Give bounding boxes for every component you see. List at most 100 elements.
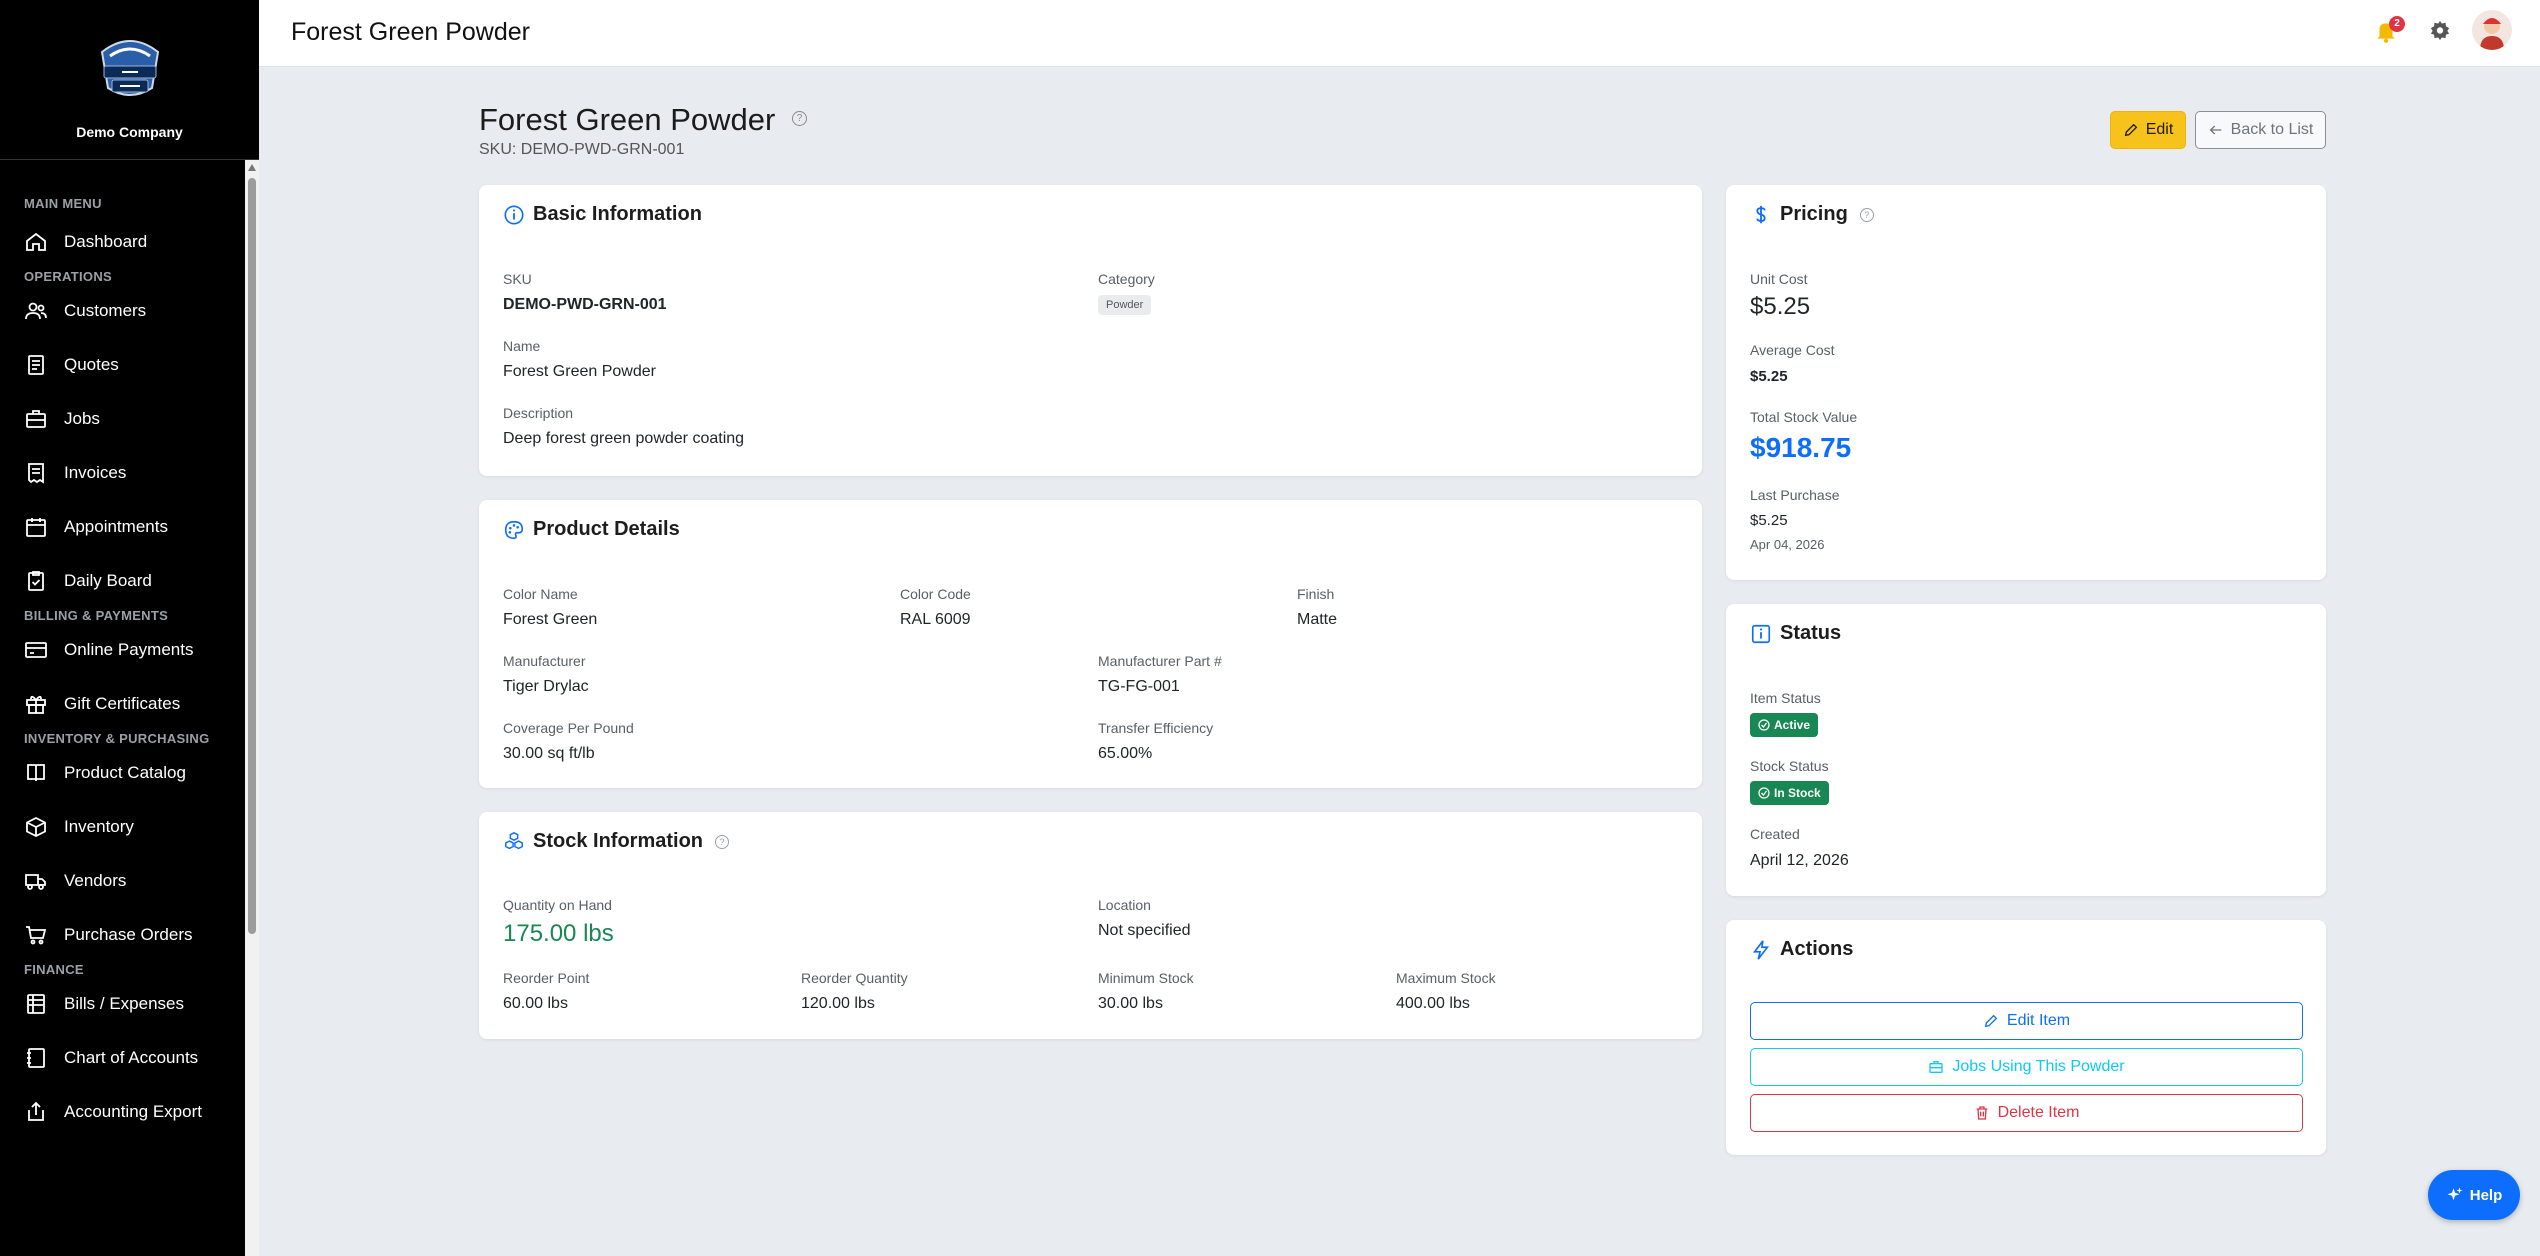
sidebar-item-label: Online Payments: [64, 640, 194, 659]
pencil-icon: [1984, 1014, 1998, 1028]
sidebar-item-jobs[interactable]: Jobs: [0, 392, 243, 446]
help-icon[interactable]: ?: [1859, 207, 1874, 222]
ledger-icon: [27, 994, 45, 1014]
pencil-icon: [2124, 123, 2137, 137]
briefcase-icon: [26, 410, 46, 428]
sidebar: Demo Company MAIN MENU Dashboard OPERATI…: [0, 0, 259, 1256]
sidebar-item-label: Bills / Expenses: [64, 994, 184, 1013]
sidebar-item-appointments[interactable]: Appointments: [0, 500, 243, 554]
sidebar-item-label: Chart of Accounts: [64, 1048, 199, 1067]
sidebar-item-label: Jobs: [64, 409, 100, 428]
sidebar-item-label: Accounting Export: [64, 1102, 202, 1121]
lightning-icon: [1752, 939, 1770, 960]
receipt-icon: [28, 463, 44, 484]
sidebar-item-product-catalog[interactable]: Product Catalog: [0, 746, 243, 800]
company-logo[interactable]: [82, 22, 178, 118]
check-circle-icon: [1758, 719, 1770, 731]
card-title: Stock Information: [533, 830, 704, 852]
book-icon: [27, 764, 45, 782]
minimum-stock-value: 30.00 lbs: [1098, 995, 1163, 1012]
box-icon: [26, 816, 46, 838]
header-title: Forest Green Powder: [291, 18, 530, 46]
document-icon: [28, 355, 44, 375]
briefcase-icon: [1929, 1061, 1944, 1073]
item-status-badge: Active: [1750, 713, 1819, 737]
help-icon[interactable]: ?: [792, 111, 807, 126]
palette-icon: [504, 520, 524, 539]
top-bar: Forest Green Powder 2: [259, 0, 2540, 67]
reorder-quantity-value: 120.00 lbs: [801, 995, 875, 1012]
sidebar-item-gift-certificates[interactable]: Gift Certificates: [0, 677, 243, 731]
journal-icon: [27, 1048, 45, 1068]
nav-section-inventory: INVENTORY & PURCHASING: [24, 731, 210, 746]
sidebar-item-customers[interactable]: Customers: [0, 284, 243, 338]
delete-item-label: Delete Item: [1997, 1104, 2080, 1121]
quantity-on-hand-label: Quantity on Hand: [503, 897, 612, 913]
transfer-efficiency-label: Transfer Efficiency: [1098, 720, 1214, 736]
sidebar-item-chart-of-accounts[interactable]: Chart of Accounts: [0, 1031, 243, 1085]
location-value: Not specified: [1098, 922, 1191, 939]
sidebar-item-online-payments[interactable]: Online Payments: [0, 623, 243, 677]
created-label: Created: [1750, 826, 1800, 842]
finish-label: Finish: [1297, 586, 1335, 602]
stock-status-badge: In Stock: [1750, 781, 1829, 805]
category-label: Category: [1098, 271, 1155, 287]
sidebar-item-vendors[interactable]: Vendors: [0, 854, 243, 908]
card-header: Actions: [1750, 938, 1853, 961]
edit-item-button[interactable]: Edit Item: [1750, 1002, 2303, 1040]
sidebar-item-label: Invoices: [64, 463, 127, 482]
card-header: Stock Information ?: [503, 830, 730, 853]
name-label: Name: [503, 338, 541, 354]
card-header: Basic Information: [503, 203, 702, 226]
people-icon: [25, 302, 47, 320]
company-name: Demo Company: [76, 124, 183, 140]
back-to-list-button[interactable]: Back to List: [2195, 111, 2326, 149]
edit-button-label: Edit: [2145, 121, 2174, 138]
sidebar-item-label: Customers: [64, 301, 147, 320]
sidebar-item-dashboard[interactable]: Dashboard: [0, 215, 243, 269]
coverage-label: Coverage Per Pound: [503, 720, 634, 736]
scroll-up-arrow-icon[interactable]: [248, 164, 256, 171]
scrollbar-thumb[interactable]: [248, 178, 256, 934]
boxes-icon: [505, 831, 523, 849]
delete-item-button[interactable]: Delete Item: [1750, 1094, 2303, 1132]
sidebar-item-daily-board[interactable]: Daily Board: [0, 554, 243, 608]
color-code-value: RAL 6009: [900, 611, 971, 628]
jobs-using-powder-button[interactable]: Jobs Using This Powder: [1750, 1048, 2303, 1086]
color-name-value: Forest Green: [503, 611, 598, 628]
sidebar-item-label: Appointments: [64, 517, 168, 536]
sidebar-item-inventory[interactable]: Inventory: [0, 800, 243, 854]
card-title: Product Details: [533, 518, 680, 540]
edit-button[interactable]: Edit: [2110, 111, 2186, 149]
product-details-card: Product Details Color Name Forest Green …: [479, 500, 1702, 788]
coverage-value: 30.00 sq ft/lb: [503, 745, 595, 762]
page-subtitle-sku: SKU: DEMO-PWD-GRN-001: [479, 141, 685, 158]
unit-cost-label: Unit Cost: [1750, 271, 1808, 287]
sidebar-item-quotes[interactable]: Quotes: [0, 338, 243, 392]
sidebar-item-bills-expenses[interactable]: Bills / Expenses: [0, 977, 243, 1031]
card-header: Status: [1750, 622, 1841, 645]
export-icon: [28, 1101, 44, 1121]
sidebar-item-invoices[interactable]: Invoices: [0, 446, 243, 500]
reorder-quantity-label: Reorder Quantity: [801, 970, 908, 986]
card-title: Actions: [1780, 938, 1854, 960]
avatar[interactable]: [2472, 10, 2512, 50]
basic-information-card: Basic Information SKU DEMO-PWD-GRN-001 C…: [479, 185, 1702, 476]
nav-section-billing: BILLING & PAYMENTS: [24, 608, 169, 623]
item-status-value: Active: [1774, 718, 1811, 732]
gear-icon[interactable]: [2429, 19, 2451, 41]
sidebar-item-accounting-export[interactable]: Accounting Export: [0, 1085, 243, 1139]
help-button[interactable]: Help: [2428, 1170, 2520, 1220]
actions-card: Actions Edit Item Jobs Using This Powder…: [1726, 920, 2326, 1155]
sparkle-icon: [2447, 1187, 2463, 1201]
jobs-using-powder-label: Jobs Using This Powder: [1952, 1058, 2125, 1075]
minimum-stock-label: Minimum Stock: [1098, 970, 1194, 986]
manufacturer-part-label: Manufacturer Part #: [1098, 653, 1222, 669]
help-icon[interactable]: ?: [715, 834, 730, 849]
home-icon: [26, 232, 46, 251]
sidebar-scrollbar[interactable]: [245, 160, 259, 1256]
card-title: Basic Information: [533, 203, 702, 225]
sidebar-item-purchase-orders[interactable]: Purchase Orders: [0, 908, 243, 962]
cart-icon: [26, 926, 47, 945]
status-card: Status Item Status Active Stock Status I…: [1726, 604, 2326, 896]
